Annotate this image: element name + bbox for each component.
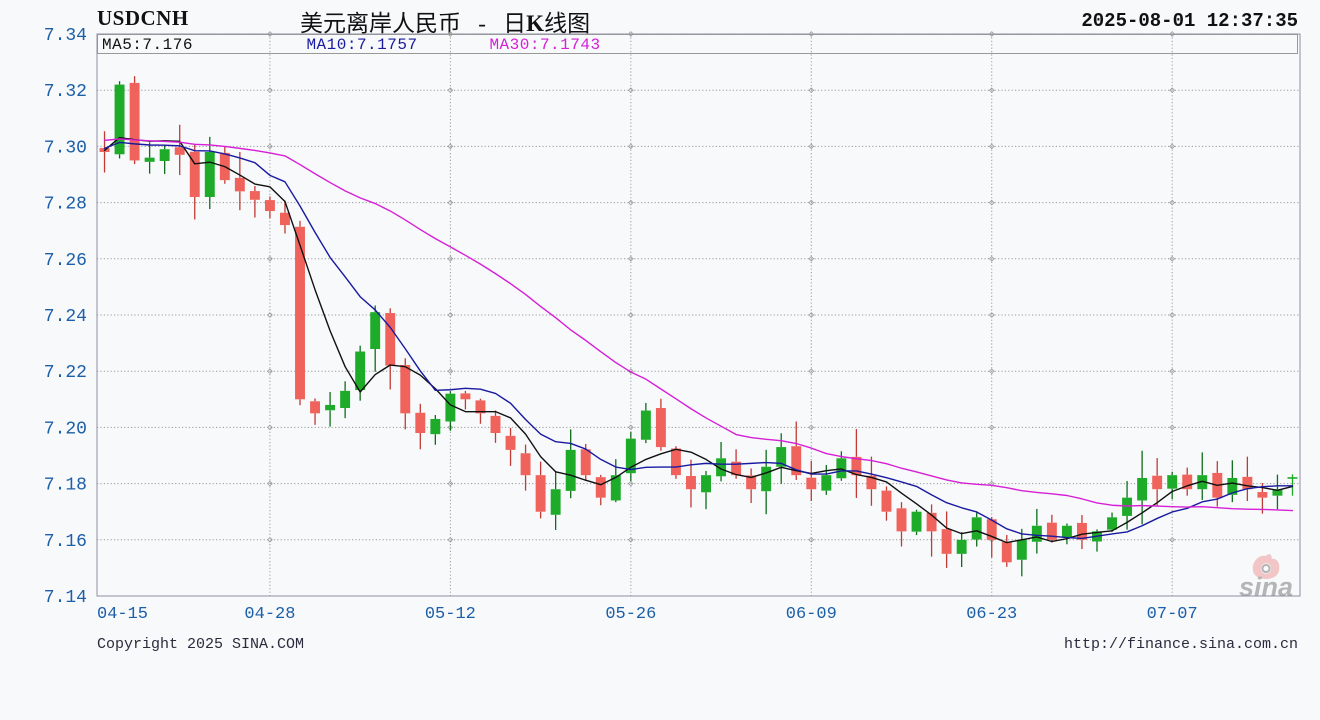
svg-text:7.26: 7.26 [44,251,87,271]
svg-text:7.28: 7.28 [44,195,87,215]
svg-text:07-07: 07-07 [1147,605,1198,624]
svg-text:06-23: 06-23 [966,605,1017,624]
svg-text:04-28: 04-28 [244,605,295,624]
svg-text:04-15: 04-15 [97,605,148,624]
svg-text:7.34: 7.34 [44,26,87,46]
svg-text:06-09: 06-09 [786,605,837,624]
svg-text:7.22: 7.22 [44,363,87,383]
svg-text:sina: sina [1239,572,1293,602]
svg-text:7.32: 7.32 [44,82,87,102]
svg-text:7.30: 7.30 [44,138,87,158]
svg-text:05-12: 05-12 [425,605,476,624]
svg-text:7.20: 7.20 [44,419,87,439]
svg-text:7.24: 7.24 [44,307,87,327]
svg-text:05-26: 05-26 [605,605,656,624]
svg-text:7.16: 7.16 [44,532,87,552]
svg-text:7.14: 7.14 [44,588,87,608]
svg-text:7.18: 7.18 [44,476,87,496]
